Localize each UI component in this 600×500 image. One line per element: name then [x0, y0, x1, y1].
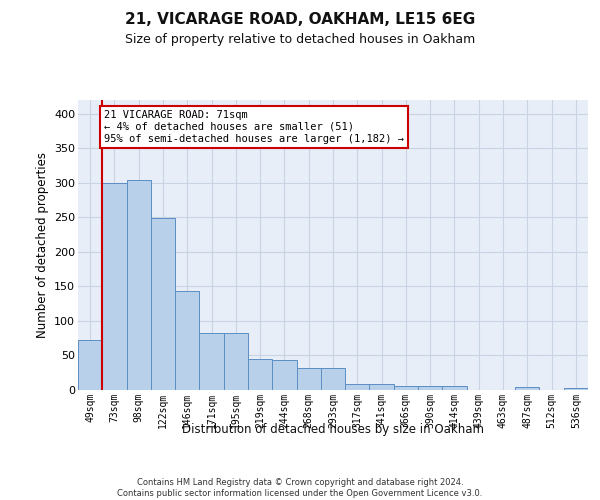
Bar: [102, 183, 127, 390]
Bar: [296, 368, 321, 390]
Y-axis label: Number of detached properties: Number of detached properties: [35, 152, 49, 338]
Bar: [442, 386, 467, 390]
Bar: [151, 218, 175, 390]
Bar: [564, 388, 588, 390]
Bar: [175, 290, 199, 390]
Bar: [127, 180, 151, 390]
Text: Distribution of detached houses by size in Oakham: Distribution of detached houses by size …: [182, 422, 484, 436]
Bar: [78, 340, 102, 390]
Bar: [345, 384, 370, 390]
Text: 21, VICARAGE ROAD, OAKHAM, LE15 6EG: 21, VICARAGE ROAD, OAKHAM, LE15 6EG: [125, 12, 475, 28]
Bar: [248, 359, 272, 390]
Bar: [272, 360, 296, 390]
Bar: [370, 384, 394, 390]
Bar: [394, 386, 418, 390]
Bar: [224, 332, 248, 390]
Bar: [515, 387, 539, 390]
Text: Contains HM Land Registry data © Crown copyright and database right 2024.
Contai: Contains HM Land Registry data © Crown c…: [118, 478, 482, 498]
Bar: [418, 386, 442, 390]
Bar: [199, 332, 224, 390]
Text: 21 VICARAGE ROAD: 71sqm
← 4% of detached houses are smaller (51)
95% of semi-det: 21 VICARAGE ROAD: 71sqm ← 4% of detached…: [104, 110, 404, 144]
Bar: [321, 368, 345, 390]
Text: Size of property relative to detached houses in Oakham: Size of property relative to detached ho…: [125, 32, 475, 46]
